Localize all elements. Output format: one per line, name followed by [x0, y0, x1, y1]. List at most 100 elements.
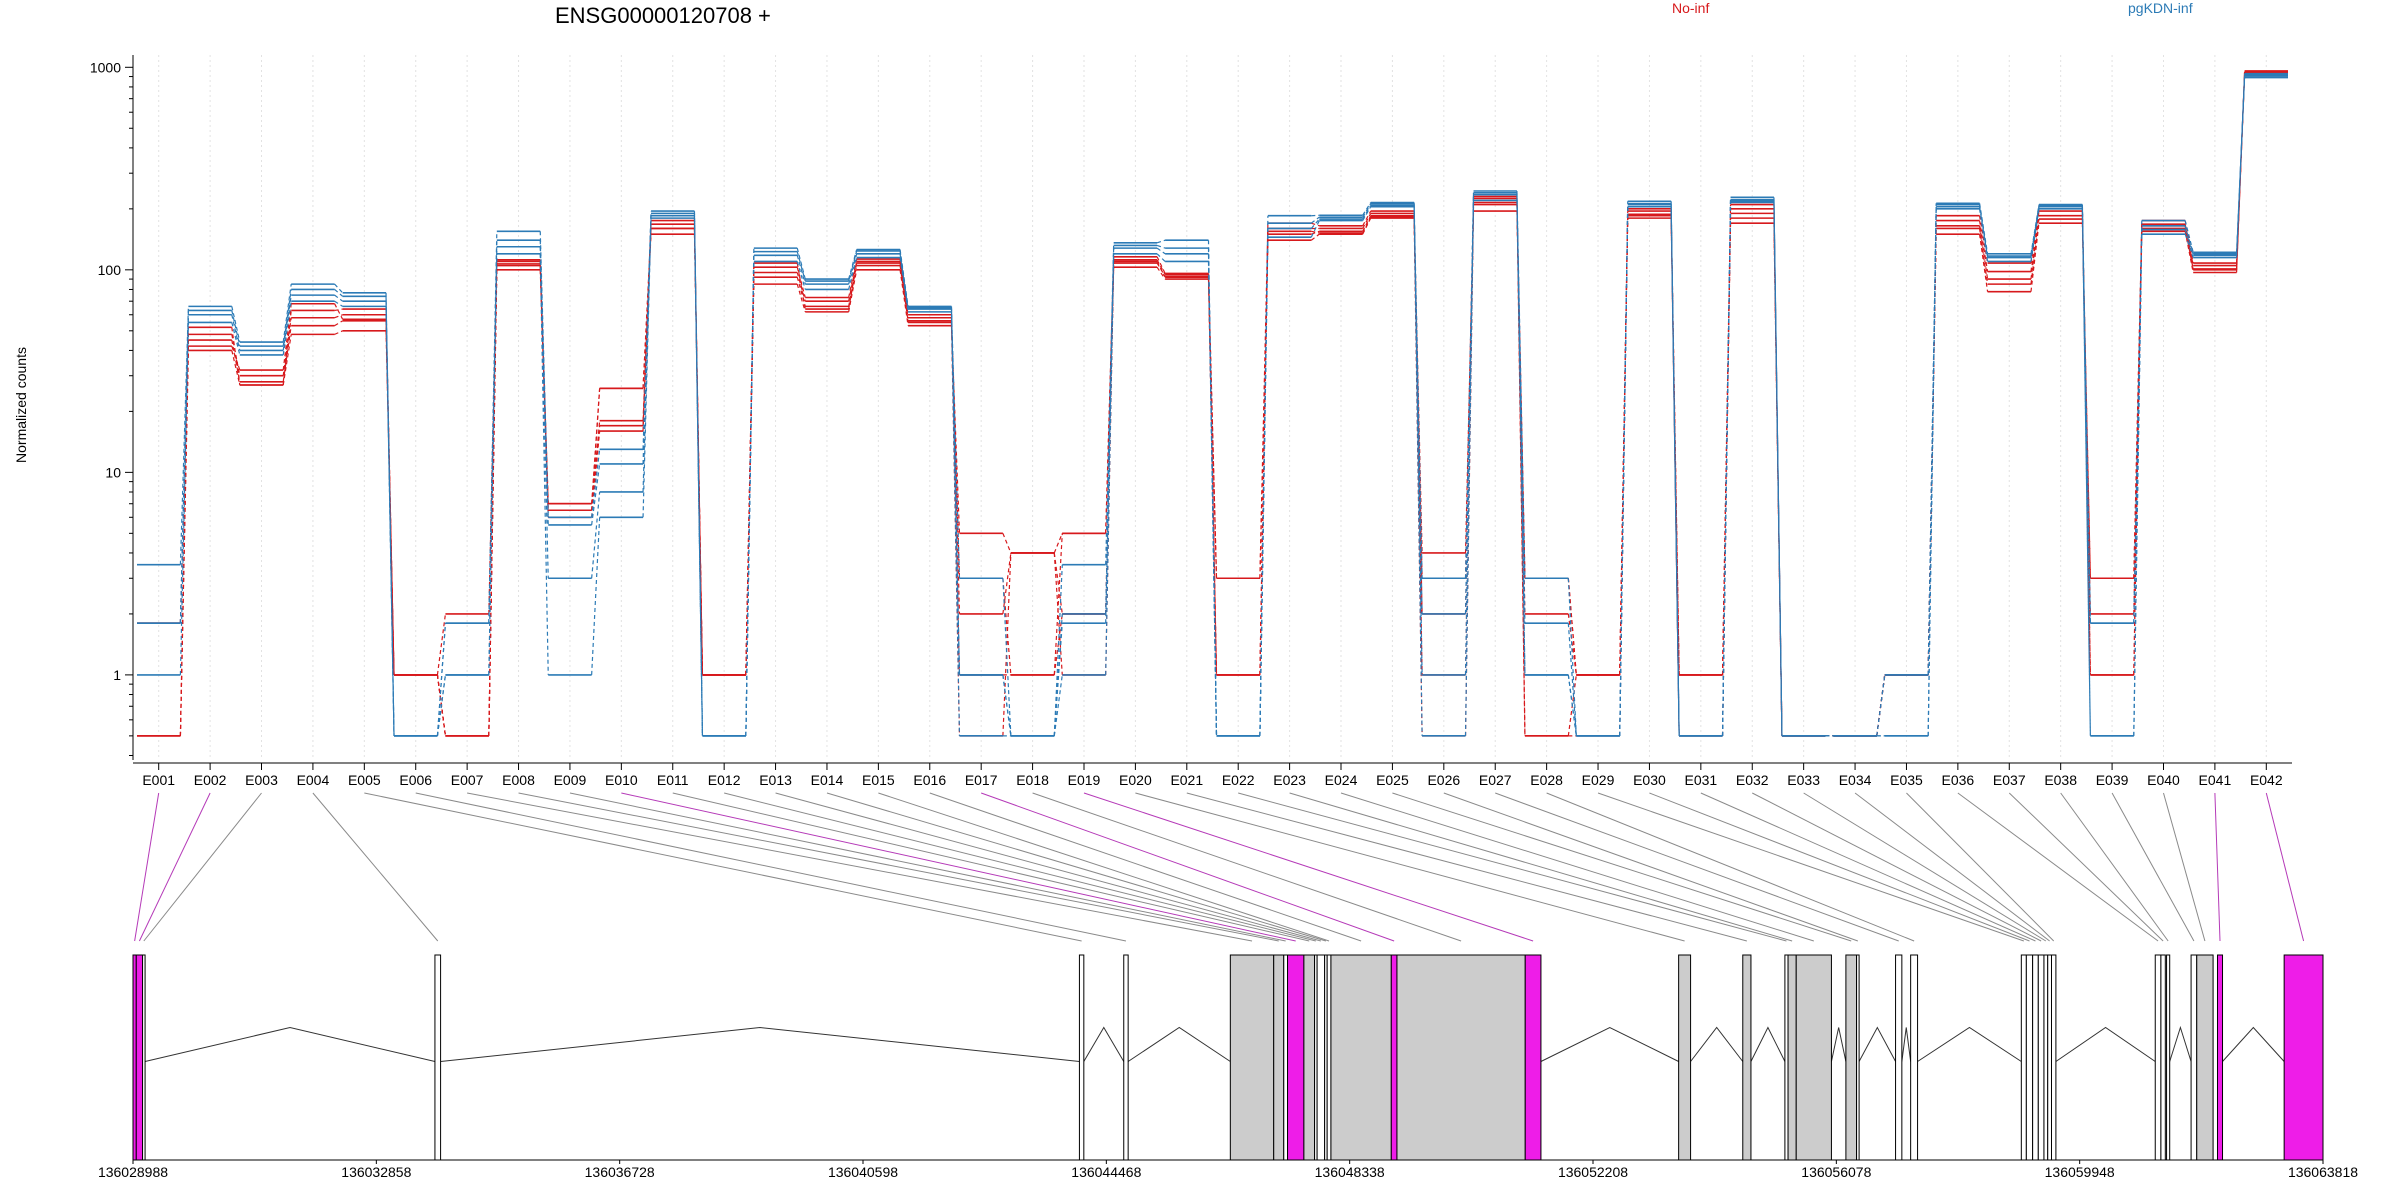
exon-box-e009 — [1283, 954, 1289, 1161]
exon-box-e032 — [2037, 954, 2045, 1161]
exon-label-e041: E041 — [2199, 772, 2232, 788]
exon-box-e028 — [1910, 954, 1919, 1161]
sample-connector — [1362, 213, 1372, 229]
coord-label: 136048338 — [1315, 1164, 1385, 1180]
sample-connector — [282, 310, 292, 386]
sample-connector — [1207, 240, 1218, 736]
intron-line — [1690, 1026, 1744, 1062]
intron-line — [2222, 1026, 2285, 1062]
exon-label-e042: E042 — [2250, 772, 2283, 788]
connector-e013 — [775, 792, 1321, 942]
sample-connector — [2184, 220, 2194, 253]
sample-connector — [488, 259, 498, 736]
exon-box-e010 — [1287, 954, 1305, 1161]
connector-e008 — [518, 792, 1279, 942]
sample-connector — [1310, 218, 1320, 229]
exon-box-e042 — [2283, 954, 2324, 1161]
connector-e027 — [1495, 792, 1899, 942]
sample-connector — [179, 306, 190, 565]
sample-connector — [1156, 266, 1166, 280]
exon-label-e016: E016 — [913, 772, 946, 788]
connector-e031 — [1700, 792, 2036, 942]
exon-box-e016 — [1330, 954, 1392, 1161]
intron-line — [1917, 1026, 2022, 1062]
exon-label-e002: E002 — [194, 772, 227, 788]
exon-label-e021: E021 — [1170, 772, 1203, 788]
sample-connector — [282, 325, 292, 382]
legend-no-inf: No-inf — [1672, 0, 1709, 16]
connector-e010 — [621, 792, 1296, 942]
exon-box-e026 — [1856, 954, 1860, 1161]
exon-label-e036: E036 — [1942, 772, 1975, 788]
exon-label-e029: E029 — [1582, 772, 1615, 788]
intron-line — [440, 1026, 1080, 1062]
sample-connector — [796, 262, 806, 310]
exon-box-e030 — [2025, 954, 2034, 1161]
sample-connector — [1053, 564, 1063, 736]
sample-connector — [899, 265, 909, 321]
sample-connector — [591, 517, 601, 675]
exon-label-e039: E039 — [2096, 772, 2129, 788]
sample-connector — [436, 674, 447, 736]
exon-label-e010: E010 — [605, 772, 638, 788]
sample-connector — [591, 388, 601, 511]
y-axis-label: Normalized counts — [13, 347, 29, 463]
sample-connector — [334, 283, 344, 294]
sample-connector — [1670, 201, 1680, 736]
sample-connector — [1002, 533, 1012, 554]
exon-label-e023: E023 — [1273, 772, 1306, 788]
y-tick-label: 1000 — [90, 59, 121, 75]
sample-connector — [334, 300, 343, 307]
sample-connector — [1464, 192, 1475, 579]
connector-e041 — [2214, 792, 2221, 942]
sample-connector — [231, 314, 241, 351]
connector-e033 — [1803, 792, 2047, 942]
connector-e016 — [929, 792, 1362, 942]
sample-connector — [1773, 197, 1783, 736]
y-tick-label: 10 — [105, 464, 121, 480]
coord-label: 136063818 — [2288, 1164, 2358, 1180]
sample-connector — [1002, 578, 1012, 736]
sample-connector — [334, 288, 344, 297]
exon-box-e020 — [1678, 954, 1692, 1161]
exon-label-e030: E030 — [1633, 772, 1666, 788]
exon-label-e031: E031 — [1684, 772, 1717, 788]
sample-connector — [231, 334, 241, 376]
sample-connector — [591, 425, 601, 504]
exon-label-e001: E001 — [142, 772, 175, 788]
connector-e038 — [2060, 792, 2169, 942]
sample-connector — [1156, 259, 1166, 275]
coord-label: 136059948 — [2045, 1164, 2115, 1180]
exon-label-e004: E004 — [297, 772, 330, 788]
sample-connector — [1259, 231, 1269, 675]
sample-connector — [693, 228, 704, 675]
sample-connector — [2133, 225, 2143, 736]
sample-connector — [436, 623, 447, 736]
coord-label: 136036728 — [585, 1164, 655, 1180]
connector-e012 — [724, 792, 1316, 942]
sample-connector — [1310, 233, 1320, 241]
connector-e014 — [826, 792, 1327, 942]
sample-connector — [745, 248, 755, 736]
exon-box-e035 — [2050, 954, 2057, 1161]
sample-connector — [2184, 229, 2194, 256]
sample-connector — [1362, 205, 1372, 220]
exon-label-e017: E017 — [965, 772, 998, 788]
exon-label-e011: E011 — [657, 772, 689, 788]
sample-connector — [848, 250, 858, 282]
sample-connector — [1310, 216, 1320, 224]
sample-connector — [1978, 234, 1989, 292]
sample-connector — [2030, 205, 2040, 257]
sample-connector — [899, 269, 909, 326]
connector-e001 — [134, 792, 160, 942]
exon-box-e041 — [2216, 954, 2224, 1161]
sample-connector — [488, 246, 498, 675]
exon-label-e019: E019 — [1068, 772, 1101, 788]
intron-line — [1858, 1026, 1897, 1062]
coord-label: 136040598 — [828, 1164, 898, 1180]
sample-connector — [1156, 239, 1166, 244]
sample-connector — [1105, 242, 1115, 565]
sample-connector — [1978, 220, 1989, 272]
sample-connector — [1876, 674, 1886, 736]
y-tick-label: 1 — [113, 667, 121, 683]
